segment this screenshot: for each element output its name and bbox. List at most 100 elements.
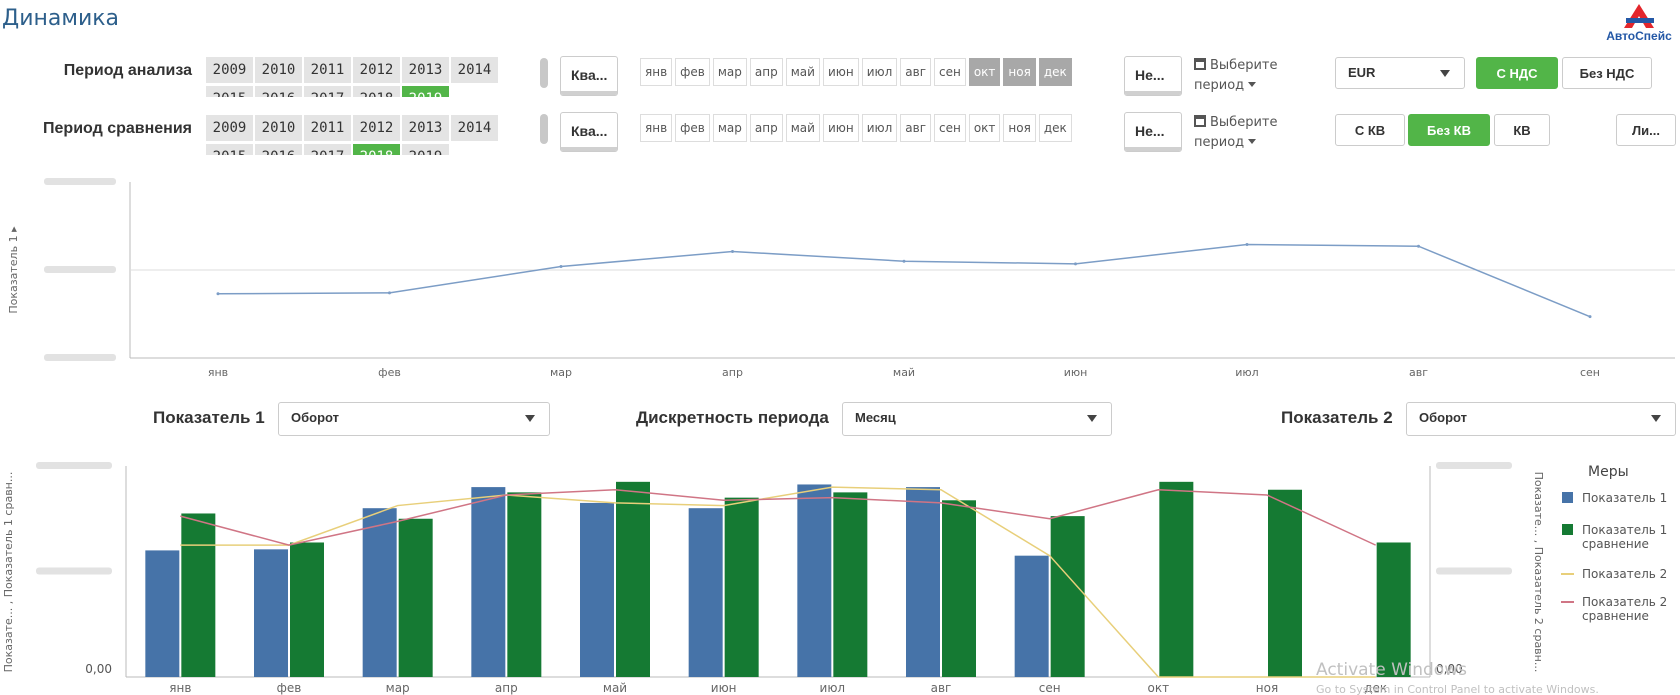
- year-chip-2009[interactable]: 2009: [206, 57, 253, 83]
- chevron-down-icon: [1651, 415, 1661, 422]
- month-chip-5[interactable]: май: [785, 58, 820, 86]
- year-chip-2012[interactable]: 2012: [353, 115, 400, 141]
- with-vat-button[interactable]: С НДС: [1476, 57, 1558, 89]
- month-chip-4[interactable]: апр: [749, 58, 783, 86]
- year-chip-2018[interactable]: 2018: [353, 144, 400, 155]
- year-chip-2010[interactable]: 2010: [255, 57, 302, 83]
- month-chip-10[interactable]: окт: [968, 114, 1001, 142]
- month-chip-3[interactable]: мар: [712, 114, 747, 142]
- year-chip-2017[interactable]: 2017: [304, 86, 351, 97]
- period-picker-line2: период: [1194, 78, 1245, 93]
- legend-label: сравнение: [1582, 609, 1649, 623]
- year-chip-2019[interactable]: 2019: [402, 144, 449, 155]
- year-chip-2014[interactable]: 2014: [451, 57, 498, 83]
- month-chip-9[interactable]: сен: [934, 58, 966, 86]
- analysis-period-picker[interactable]: Выберите период: [1194, 56, 1277, 96]
- year-chip-2011[interactable]: 2011: [304, 57, 351, 83]
- year-chip-2010[interactable]: 2010: [255, 115, 302, 141]
- year-chip-2016[interactable]: 2016: [255, 144, 302, 155]
- month-chip-11[interactable]: ноя: [1003, 58, 1036, 86]
- x-tick-label: апр: [495, 681, 518, 695]
- currency-select[interactable]: EUR: [1335, 57, 1465, 89]
- indicator2-value: Оборот: [1419, 410, 1468, 425]
- year-chip-2016[interactable]: 2016: [255, 86, 302, 97]
- series-line-indicator2: [180, 486, 1376, 678]
- year-chip-2013[interactable]: 2013: [402, 115, 449, 141]
- month-chip-1[interactable]: янв: [640, 58, 673, 86]
- without-vat-button[interactable]: Без НДС: [1562, 57, 1652, 89]
- month-chip-5[interactable]: май: [785, 114, 820, 142]
- with-kv-button[interactable]: С КВ: [1335, 114, 1405, 146]
- chevron-down-icon: [1087, 415, 1097, 422]
- caret-down-icon: [1248, 82, 1257, 87]
- x-tick-label: июл: [1235, 366, 1258, 378]
- analysis-scroll-handle[interactable]: [540, 58, 548, 88]
- year-chip-2018[interactable]: 2018: [353, 86, 400, 97]
- year-chip-2009[interactable]: 2009: [206, 115, 253, 141]
- x-tick-label: фев: [277, 681, 302, 695]
- discreteness-select[interactable]: Месяц: [842, 402, 1112, 436]
- period-picker-line1: Выберите: [1210, 115, 1278, 130]
- year-chip-2011[interactable]: 2011: [304, 115, 351, 141]
- list-button[interactable]: Ли...: [1616, 114, 1676, 146]
- left-tick-label-blurred: [36, 567, 112, 575]
- comparison-period-picker[interactable]: Выберите период: [1194, 113, 1277, 153]
- x-tick-label: мар: [550, 366, 572, 378]
- kv-button[interactable]: КВ: [1494, 114, 1550, 146]
- year-chip-2015[interactable]: 2015: [206, 144, 253, 155]
- legend-title: Меры: [1588, 464, 1629, 480]
- bar-indicator1: [471, 487, 506, 677]
- year-chip-2019[interactable]: 2019: [402, 86, 449, 97]
- year-chip-2017[interactable]: 2017: [304, 144, 351, 155]
- indicator2-select[interactable]: Оборот: [1406, 402, 1676, 436]
- month-chip-2[interactable]: фев: [675, 114, 710, 142]
- chevron-down-icon: [525, 415, 535, 422]
- month-chip-12[interactable]: дек: [1038, 58, 1072, 86]
- left-tick-label: 0,00: [85, 662, 112, 676]
- logo-icon: [1624, 4, 1654, 28]
- bar-indicator1-comparison: [724, 497, 759, 677]
- indicator1-select[interactable]: Оборот: [278, 402, 550, 436]
- month-chip-6[interactable]: июн: [822, 114, 859, 142]
- month-chip-8[interactable]: авг: [900, 58, 931, 86]
- bar-indicator1: [362, 508, 397, 677]
- month-chip-3[interactable]: мар: [712, 58, 747, 86]
- legend-label: сравнение: [1582, 537, 1649, 551]
- year-chip-2012[interactable]: 2012: [353, 57, 400, 83]
- month-chip-7[interactable]: июл: [861, 58, 898, 86]
- legend-label: Показатель 2: [1582, 595, 1667, 609]
- comparison-week-select[interactable]: Не...: [1124, 112, 1182, 152]
- x-tick-label: июн: [711, 681, 737, 695]
- year-chip-2013[interactable]: 2013: [402, 57, 449, 83]
- month-chip-7[interactable]: июл: [861, 114, 898, 142]
- data-point: [902, 259, 906, 263]
- month-chip-9[interactable]: сен: [934, 114, 966, 142]
- data-point: [216, 292, 220, 296]
- month-chip-6[interactable]: июн: [822, 58, 859, 86]
- data-point: [1588, 315, 1592, 319]
- bar-indicator1: [145, 550, 180, 677]
- page-title: Динамика: [2, 6, 120, 31]
- month-chip-12[interactable]: дек: [1038, 114, 1072, 142]
- x-tick-label: дек: [1364, 681, 1387, 695]
- data-point: [1245, 242, 1249, 246]
- year-chip-2015[interactable]: 2015: [206, 86, 253, 97]
- indicator1-value: Оборот: [291, 410, 340, 425]
- left-axis-title: Показате... , Показатель 1 сравн...: [2, 472, 15, 673]
- comparison-scroll-handle[interactable]: [540, 114, 548, 144]
- month-chip-2[interactable]: фев: [675, 58, 710, 86]
- comparison-granularity-select[interactable]: Ква...: [560, 112, 618, 152]
- month-chip-4[interactable]: апр: [749, 114, 783, 142]
- month-chip-11[interactable]: ноя: [1003, 114, 1036, 142]
- period-picker-line2: период: [1194, 135, 1245, 150]
- indicator2-label: Показатель 2: [1281, 408, 1393, 427]
- x-tick-label: май: [893, 366, 915, 378]
- month-chip-8[interactable]: авг: [900, 114, 931, 142]
- year-chip-2014[interactable]: 2014: [451, 115, 498, 141]
- without-kv-button[interactable]: Без КВ: [1408, 114, 1490, 146]
- analysis-week-select[interactable]: Не...: [1124, 56, 1182, 96]
- analysis-granularity-select[interactable]: Ква...: [560, 56, 618, 96]
- month-chip-10[interactable]: окт: [968, 58, 1001, 86]
- month-chip-1[interactable]: янв: [640, 114, 673, 142]
